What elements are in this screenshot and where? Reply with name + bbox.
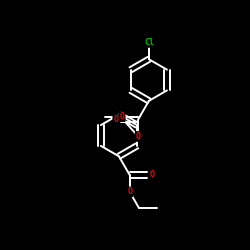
Text: Cl: Cl bbox=[144, 38, 154, 47]
Text: O: O bbox=[150, 170, 154, 179]
Text: O: O bbox=[120, 112, 125, 121]
Text: O: O bbox=[127, 188, 132, 196]
Text: O: O bbox=[136, 132, 141, 141]
Text: O: O bbox=[113, 115, 118, 124]
